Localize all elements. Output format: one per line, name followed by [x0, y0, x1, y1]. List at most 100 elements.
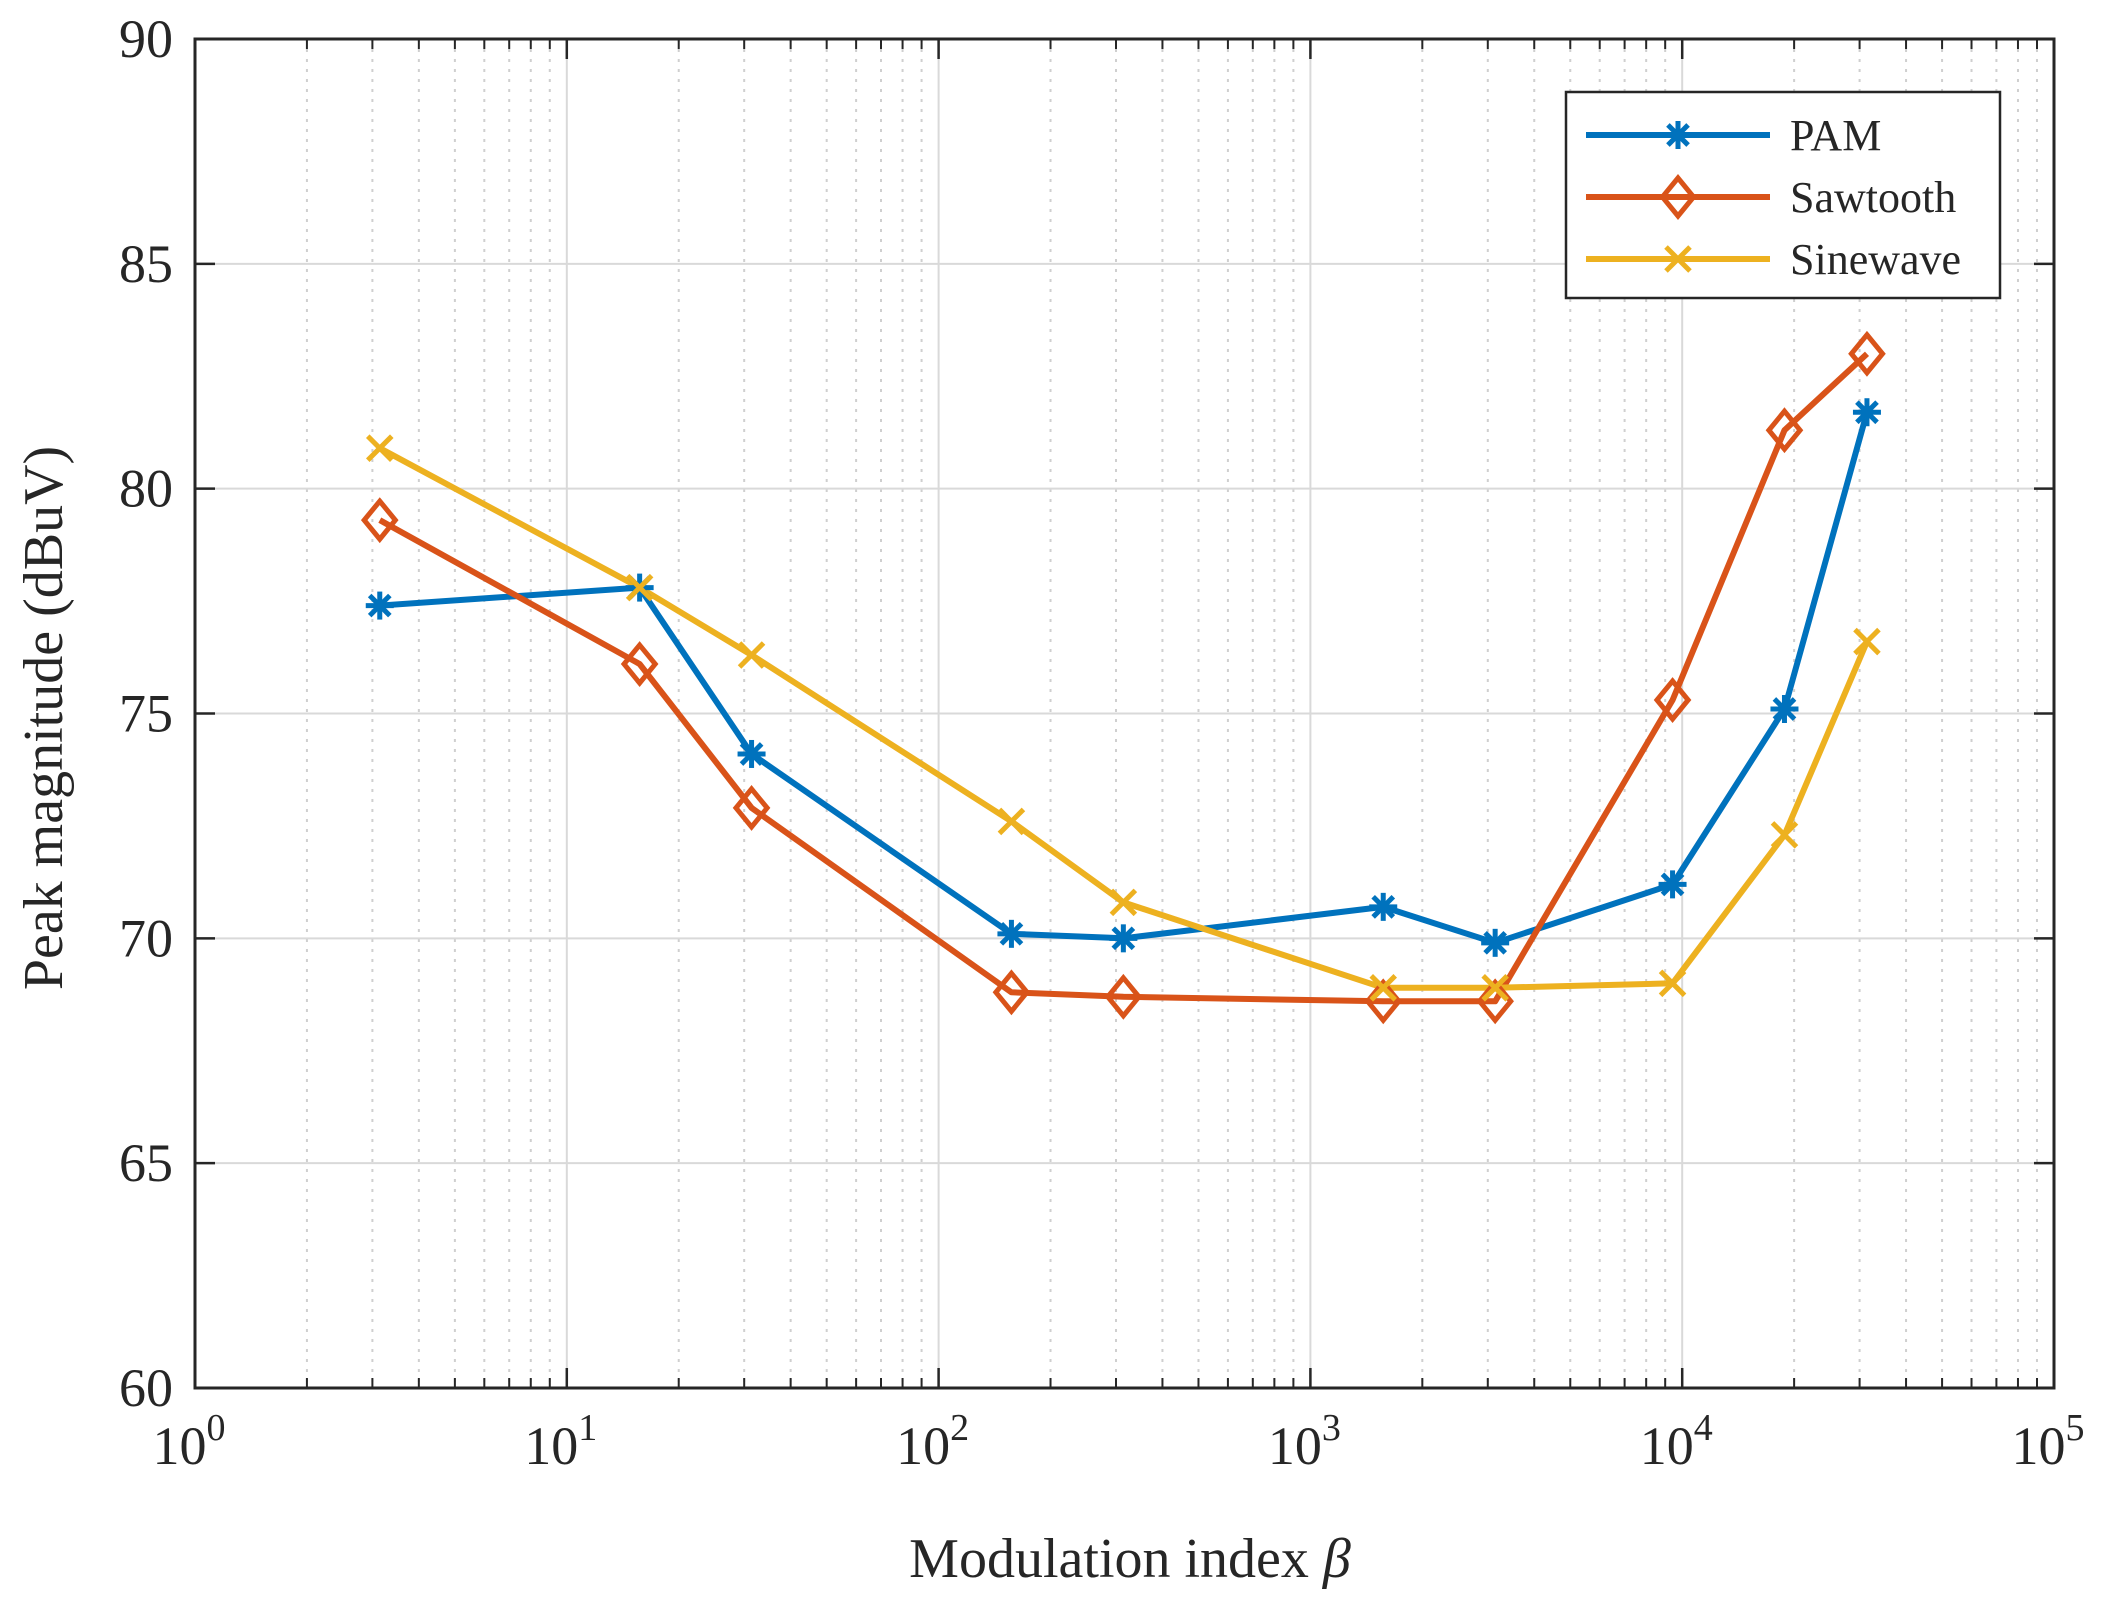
marker-stroke — [1660, 872, 1685, 897]
x-tick-label: 105 — [2012, 1407, 2085, 1476]
y-tick-label: 90 — [119, 9, 173, 69]
marker-shape — [360, 497, 399, 544]
x-axis-label: Modulation index β — [909, 1528, 1351, 1590]
legend-label: Sinewave — [1790, 235, 1961, 284]
x-tick-label: 102 — [896, 1407, 969, 1476]
x-tick-label-exponent: 1 — [578, 1407, 597, 1449]
y-axis-label: Peak magnitude (dBuV) — [13, 446, 75, 990]
y-tick-label: 85 — [119, 234, 173, 294]
marker-shape — [992, 969, 1031, 1016]
data-point-sawtooth — [992, 969, 1031, 1016]
marker-stroke — [1772, 697, 1797, 721]
data-point-sawtooth — [1104, 973, 1143, 1020]
legend-item-sawtooth: Sawtooth — [1586, 173, 1956, 222]
x-tick-label: 101 — [524, 1407, 597, 1476]
data-point-sinewave — [1770, 821, 1799, 849]
marker-shape — [732, 784, 771, 831]
marker-stroke — [625, 573, 654, 602]
marker-stroke — [999, 921, 1024, 946]
marker-shape — [1848, 330, 1886, 377]
x-tick-label-base: 10 — [153, 1416, 207, 1476]
data-point-pam — [365, 591, 394, 620]
series-line-sinewave — [378, 445, 1870, 991]
data-point-sinewave — [1853, 627, 1881, 656]
y-tick-label: 65 — [119, 1133, 173, 1193]
data-point-sawtooth — [360, 497, 399, 544]
data-point-pam — [1658, 870, 1687, 899]
x-tick-label-exponent: 2 — [950, 1407, 969, 1449]
x-axis-label-symbol: β — [1322, 1528, 1351, 1590]
marker-shape — [1765, 407, 1804, 454]
marker-stroke — [1371, 895, 1396, 919]
x-tick-label-base: 10 — [524, 1416, 578, 1476]
x-tick-label-base: 10 — [1640, 1416, 1694, 1476]
series-line-sawtooth — [378, 351, 1870, 1005]
x-tick-label-base: 10 — [896, 1416, 950, 1476]
y-tick-label: 80 — [119, 459, 173, 519]
data-point-sinewave — [1369, 974, 1398, 1002]
marker-stroke — [737, 641, 766, 669]
x-tick-label: 100 — [153, 1407, 226, 1476]
marker-shape — [1104, 973, 1143, 1020]
data-point-sawtooth — [732, 784, 771, 831]
legend-item-pam: PAM — [1586, 111, 1881, 160]
data-point-pam — [1770, 695, 1799, 724]
marker-stroke — [1770, 821, 1799, 849]
x-tick-label-exponent: 5 — [2066, 1407, 2085, 1449]
x-tick-label-exponent: 0 — [207, 1407, 226, 1449]
x-tick-label: 104 — [1640, 1407, 1713, 1476]
data-point-sinewave — [1658, 969, 1687, 998]
x-tick-label-base: 10 — [2012, 1416, 2066, 1476]
x-tick-label-base: 10 — [1268, 1416, 1322, 1476]
marker-stroke — [1481, 974, 1509, 1002]
legend-label: Sawtooth — [1790, 173, 1956, 222]
data-point-pam — [737, 739, 766, 768]
data-point-sawtooth — [1765, 407, 1804, 454]
data-point-sawtooth — [1653, 677, 1692, 723]
marker-stroke — [1664, 245, 1692, 273]
data-point-sinewave — [625, 573, 654, 602]
marker-stroke — [1853, 627, 1881, 656]
series-markers — [360, 330, 1886, 1025]
data-point-sinewave — [737, 641, 766, 669]
marker-shape — [620, 641, 659, 687]
legend-item-sinewave: Sinewave — [1586, 235, 1961, 284]
series-lines — [378, 351, 1870, 1005]
x-tick-label-exponent: 3 — [1322, 1407, 1341, 1449]
legend-marker-pam — [1664, 121, 1692, 149]
y-tick-label: 60 — [119, 1358, 173, 1418]
data-point-sinewave — [1481, 974, 1509, 1002]
x-tick-label: 103 — [1268, 1407, 1341, 1476]
marker-stroke — [1111, 926, 1136, 951]
marker-stroke — [1369, 974, 1398, 1002]
marker-shape — [1653, 677, 1692, 723]
data-point-sawtooth — [1848, 330, 1886, 377]
data-point-pam — [1369, 892, 1398, 921]
marker-stroke — [1483, 930, 1508, 955]
y-tick-label: 75 — [119, 684, 173, 744]
legend-label: PAM — [1790, 111, 1881, 160]
data-point-pam — [997, 919, 1026, 948]
legend-marker-sinewave — [1664, 245, 1692, 273]
data-point-pam — [1481, 928, 1510, 957]
marker-stroke — [739, 742, 764, 766]
data-point-sinewave — [997, 807, 1026, 836]
marker-stroke — [367, 593, 392, 618]
data-point-pam — [1109, 924, 1138, 953]
marker-stroke — [1666, 123, 1690, 147]
marker-stroke — [365, 434, 394, 462]
legend-marker-sawtooth — [1659, 174, 1697, 220]
x-axis-label-text: Modulation index — [909, 1528, 1309, 1590]
marker-shape — [1659, 174, 1697, 220]
x-tick-label-exponent: 4 — [1694, 1407, 1713, 1449]
marker-stroke — [997, 807, 1026, 836]
data-point-pam — [1852, 398, 1881, 427]
marker-stroke — [1658, 969, 1687, 998]
data-point-sawtooth — [620, 641, 659, 687]
marker-stroke — [1109, 888, 1138, 917]
data-point-sinewave — [365, 434, 394, 462]
axis-ticks — [193, 37, 2056, 1390]
legend: PAM Sawtooth Sinewave — [1564, 90, 2002, 300]
